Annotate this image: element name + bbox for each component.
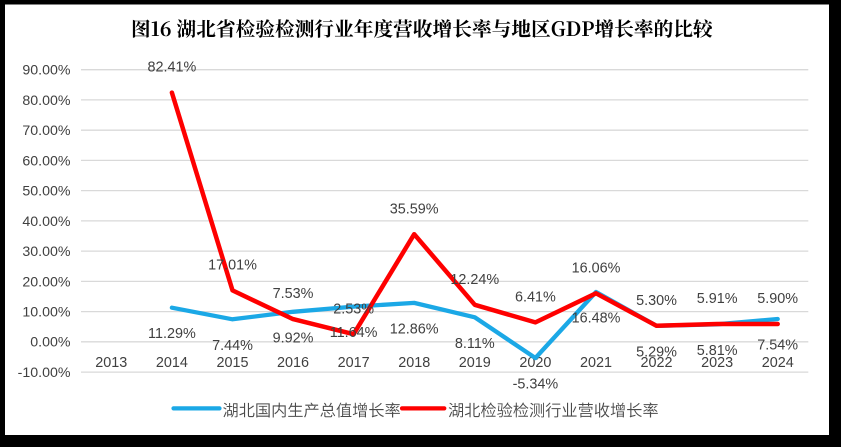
svg-text:12.24%: 12.24% (450, 272, 499, 288)
svg-text:2019: 2019 (459, 355, 491, 371)
svg-text:2021: 2021 (580, 355, 612, 371)
svg-text:6.41%: 6.41% (515, 290, 556, 306)
svg-text:82.41%: 82.41% (147, 60, 196, 76)
svg-text:2020: 2020 (519, 355, 551, 371)
svg-text:30.00%: 30.00% (22, 244, 71, 260)
svg-text:2015: 2015 (216, 355, 248, 371)
svg-text:5.91%: 5.91% (697, 291, 738, 307)
svg-text:60.00%: 60.00% (22, 153, 71, 169)
svg-text:2017: 2017 (338, 355, 370, 371)
svg-text:2013: 2013 (95, 355, 127, 371)
svg-text:11.29%: 11.29% (148, 326, 196, 342)
svg-text:90.00%: 90.00% (22, 63, 71, 79)
svg-text:5.30%: 5.30% (636, 293, 677, 309)
svg-text:5.90%: 5.90% (757, 291, 798, 307)
svg-text:-10.00%: -10.00% (18, 365, 71, 381)
svg-text:16.48%: 16.48% (572, 311, 621, 327)
svg-text:2024: 2024 (762, 355, 794, 371)
svg-text:35.59%: 35.59% (390, 201, 439, 217)
svg-text:20.00%: 20.00% (22, 274, 71, 290)
svg-text:10.00%: 10.00% (22, 305, 71, 321)
svg-text:17.01%: 17.01% (208, 258, 257, 274)
svg-text:7.44%: 7.44% (212, 338, 253, 354)
svg-text:80.00%: 80.00% (22, 93, 71, 109)
svg-text:7.53%: 7.53% (273, 286, 314, 302)
svg-text:2016: 2016 (277, 355, 309, 371)
svg-text:2018: 2018 (398, 355, 430, 371)
svg-text:7.54%: 7.54% (757, 338, 798, 354)
svg-text:-5.34%: -5.34% (513, 377, 559, 393)
svg-text:0.00%: 0.00% (30, 335, 71, 351)
svg-text:11.64%: 11.64% (330, 325, 378, 341)
svg-text:70.00%: 70.00% (22, 123, 71, 139)
svg-text:16.06%: 16.06% (572, 260, 621, 276)
svg-text:2014: 2014 (156, 355, 188, 371)
svg-text:5.29%: 5.29% (636, 344, 677, 360)
svg-text:2022: 2022 (640, 355, 672, 371)
svg-text:12.86%: 12.86% (390, 321, 439, 337)
svg-text:9.92%: 9.92% (273, 330, 314, 346)
svg-text:2.53%: 2.53% (333, 301, 374, 317)
svg-text:40.00%: 40.00% (22, 214, 71, 230)
svg-text:2023: 2023 (701, 355, 733, 371)
svg-text:50.00%: 50.00% (22, 184, 71, 200)
svg-text:5.81%: 5.81% (697, 343, 738, 359)
svg-text:8.11%: 8.11% (455, 336, 495, 352)
